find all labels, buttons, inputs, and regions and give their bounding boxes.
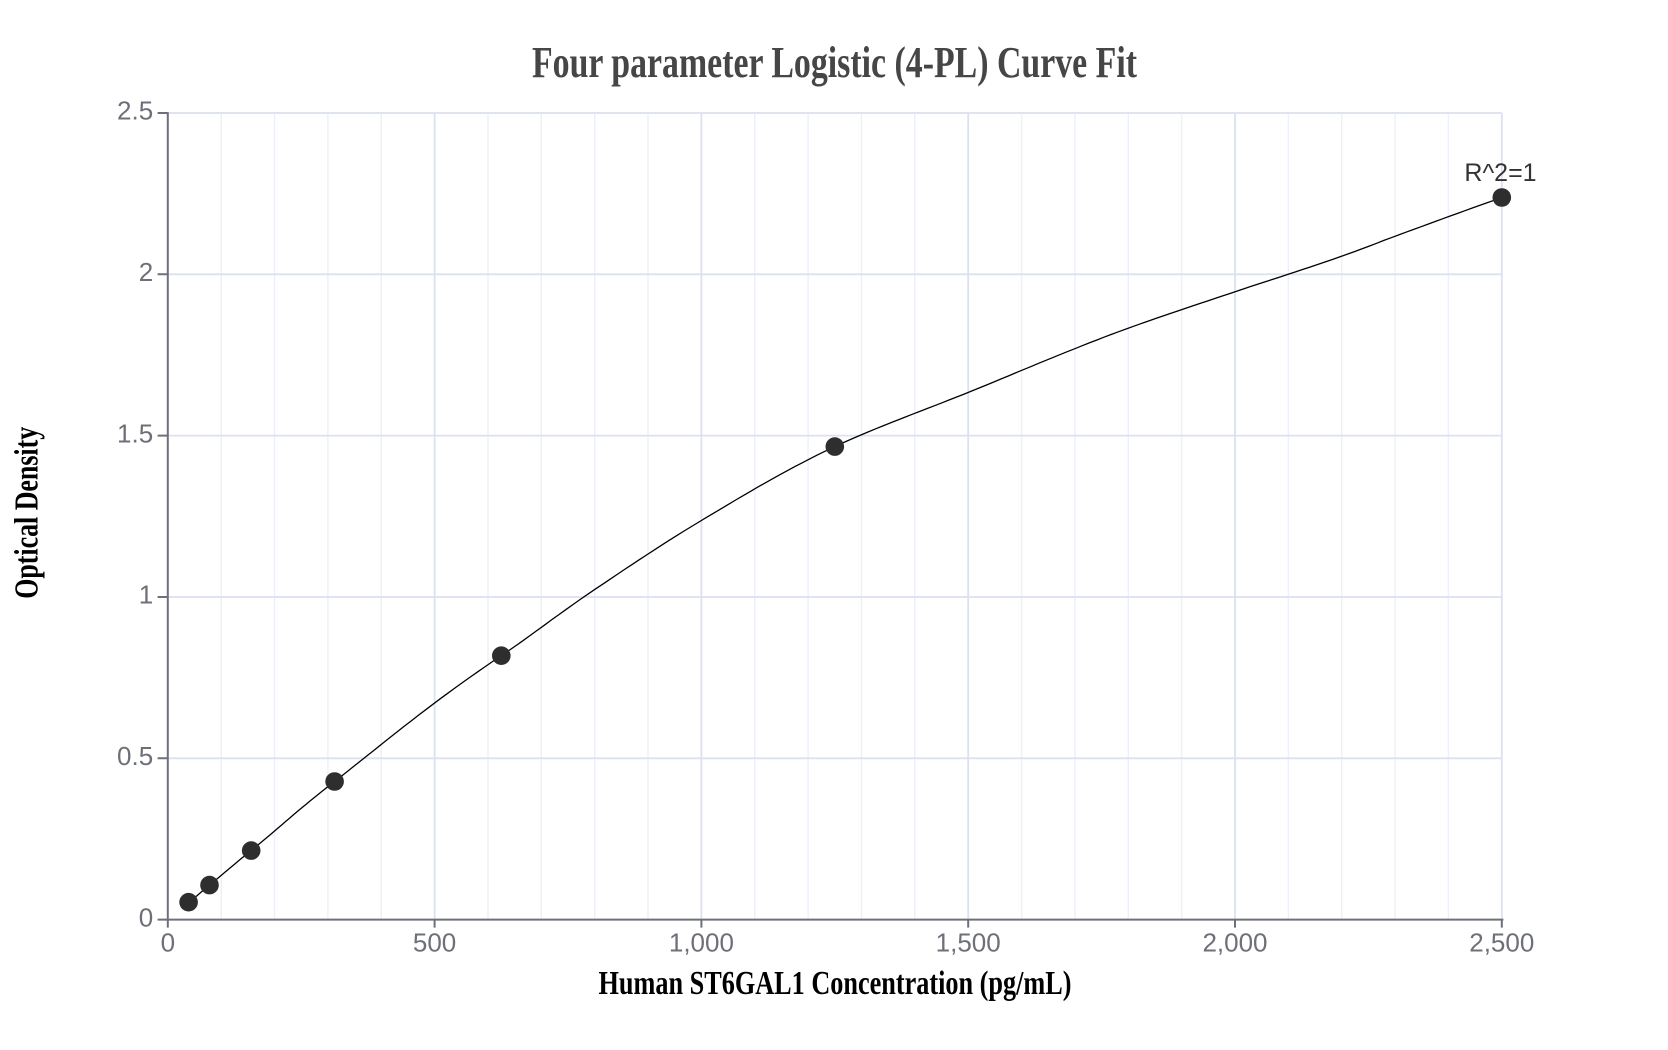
svg-text:2,000: 2,000 <box>1202 928 1267 958</box>
svg-text:1.5: 1.5 <box>117 418 153 448</box>
svg-text:2.5: 2.5 <box>117 96 153 126</box>
svg-text:1,500: 1,500 <box>936 928 1001 958</box>
svg-text:2,500: 2,500 <box>1469 928 1534 958</box>
svg-text:Human ST6GAL1 Concentration (p: Human ST6GAL1 Concentration (pg/mL) <box>599 965 1072 1002</box>
svg-text:500: 500 <box>413 928 456 958</box>
svg-text:0: 0 <box>139 902 153 932</box>
svg-text:1,000: 1,000 <box>669 928 734 958</box>
svg-text:Four parameter Logistic (4-PL): Four parameter Logistic (4-PL) Curve Fit <box>532 38 1137 87</box>
svg-text:0: 0 <box>161 928 175 958</box>
svg-text:1: 1 <box>139 580 153 610</box>
svg-text:Optical Density: Optical Density <box>9 427 46 599</box>
svg-text:R^2=1: R^2=1 <box>1464 159 1536 187</box>
svg-text:0.5: 0.5 <box>117 741 153 771</box>
svg-text:2: 2 <box>139 257 153 287</box>
